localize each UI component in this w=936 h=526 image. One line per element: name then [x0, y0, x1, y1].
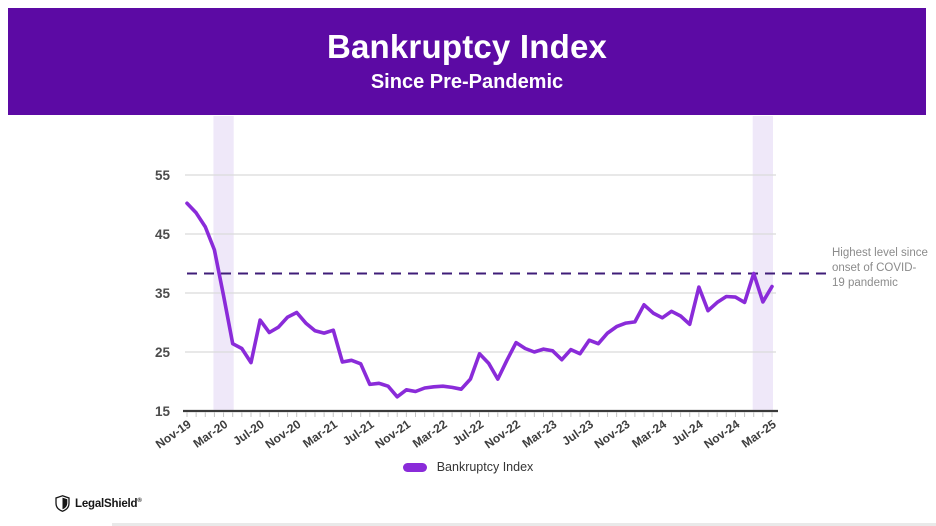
trademark-symbol: ®	[137, 497, 142, 504]
legend-swatch	[402, 462, 427, 472]
reference-line-annotation: Highest level since onset of COVID-19 pa…	[832, 247, 928, 290]
svg-text:Jul-23: Jul-23	[559, 417, 596, 449]
svg-text:Mar-25: Mar-25	[739, 417, 779, 451]
svg-text:Nov-23: Nov-23	[592, 417, 633, 452]
brand-logo: LegalShield®	[55, 495, 142, 512]
bottom-edge-strip	[112, 523, 936, 526]
svg-text:Jul-21: Jul-21	[340, 417, 377, 449]
header-banner: Bankruptcy Index Since Pre-Pandemic	[8, 8, 926, 115]
svg-text:Jul-20: Jul-20	[230, 417, 267, 449]
svg-text:55: 55	[155, 168, 171, 183]
svg-text:Nov-21: Nov-21	[372, 417, 413, 452]
svg-text:Nov-19: Nov-19	[153, 417, 194, 452]
svg-text:Mar-22: Mar-22	[410, 417, 450, 451]
svg-text:Nov-22: Nov-22	[482, 417, 523, 452]
chart-legend: Bankruptcy Index	[0, 460, 936, 474]
svg-text:Nov-20: Nov-20	[263, 417, 304, 452]
svg-text:Jul-22: Jul-22	[450, 417, 487, 449]
page-subtitle: Since Pre-Pandemic	[370, 71, 564, 94]
svg-text:Jul-24: Jul-24	[669, 417, 706, 449]
legend-label: Bankruptcy Index	[436, 460, 534, 474]
page-title: Bankruptcy Index	[326, 27, 608, 65]
svg-text:Mar-24: Mar-24	[629, 417, 669, 451]
svg-text:15: 15	[155, 404, 171, 419]
svg-text:Mar-20: Mar-20	[191, 417, 231, 451]
svg-text:Mar-23: Mar-23	[520, 417, 560, 451]
svg-text:Nov-24: Nov-24	[701, 417, 742, 452]
shield-icon	[55, 495, 70, 512]
brand-name: LegalShield®	[75, 497, 142, 510]
svg-text:45: 45	[155, 227, 171, 242]
svg-text:35: 35	[155, 286, 171, 301]
svg-text:25: 25	[155, 345, 171, 360]
svg-text:Mar-21: Mar-21	[300, 417, 340, 451]
